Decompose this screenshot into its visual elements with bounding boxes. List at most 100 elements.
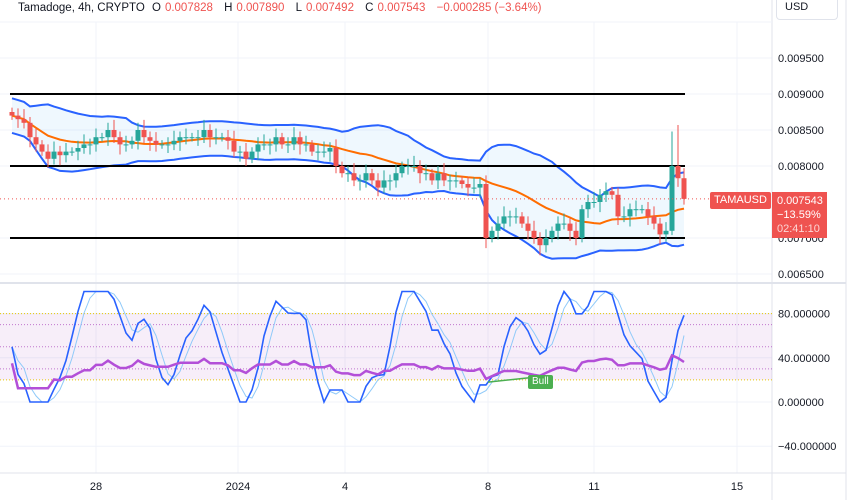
candle: [627, 203, 633, 227]
candle: [177, 131, 183, 151]
candle-body: [387, 180, 393, 182]
stoch-k-line: [11, 289, 685, 405]
candle: [393, 164, 399, 188]
candle-body: [513, 216, 519, 218]
currency-selector[interactable]: USD: [776, 0, 838, 20]
candle-body: [273, 137, 279, 145]
open-label: O: [151, 2, 161, 14]
candle: [27, 117, 33, 148]
candle-body: [69, 151, 75, 153]
candle: [471, 177, 477, 194]
candle: [357, 174, 363, 191]
candle-body: [465, 184, 471, 188]
candle-body: [549, 230, 555, 238]
candle-body: [381, 180, 387, 188]
candle-body: [345, 173, 351, 175]
candle: [351, 163, 357, 187]
candle-body: [249, 151, 255, 159]
candle-body: [135, 130, 141, 141]
high-number: 0.007890: [236, 2, 285, 14]
candle: [165, 137, 171, 154]
candle: [285, 137, 291, 154]
low-number: 0.007492: [306, 2, 354, 14]
candle: [405, 158, 411, 175]
bull-divergence-label: Bull: [528, 375, 553, 389]
candle: [669, 131, 675, 236]
candle: [129, 136, 135, 149]
candle: [381, 170, 387, 194]
candle-body: [375, 180, 381, 188]
candle-body: [393, 173, 399, 181]
candle: [189, 132, 195, 142]
candle: [423, 164, 429, 181]
candle-body: [195, 137, 201, 139]
candle-body: [519, 216, 525, 224]
candle: [99, 132, 105, 142]
candle-body: [483, 184, 489, 238]
candle-body: [423, 173, 429, 175]
candle-body: [309, 144, 315, 152]
candle-body: [177, 137, 183, 141]
candle: [591, 191, 597, 208]
candle-body: [609, 191, 615, 195]
candle: [147, 131, 153, 151]
indicator-axis-label: 0.000000: [778, 397, 824, 409]
candle: [261, 134, 267, 151]
candle: [561, 213, 567, 230]
candle: [87, 138, 93, 155]
candle-body: [183, 137, 189, 139]
candle-body: [315, 151, 321, 153]
candle: [33, 128, 39, 152]
candle: [549, 226, 555, 243]
candle: [657, 217, 663, 245]
candle-body: [585, 202, 591, 210]
indicator-axis-label: 40.000000: [778, 353, 830, 365]
symbol-label: Tamadoge, 4h, CRYPTO: [18, 2, 145, 14]
candle-body: [51, 151, 57, 159]
candle-body: [99, 137, 105, 139]
stoch-d-line: [11, 290, 685, 403]
candle: [225, 130, 231, 150]
candle: [243, 142, 249, 166]
symbol-price-tag: TAMAUSD: [710, 192, 771, 209]
candle: [69, 147, 75, 156]
close-label: C: [365, 2, 374, 14]
candle: [495, 216, 501, 240]
candle-body: [225, 137, 231, 141]
candle-body: [171, 140, 177, 145]
candle: [651, 206, 657, 230]
candle-body: [9, 112, 15, 116]
close-number: 0.007543: [377, 2, 426, 14]
candle-body: [435, 173, 441, 181]
candle-body: [501, 216, 507, 224]
candle: [21, 109, 27, 129]
candle-body: [627, 209, 633, 217]
candle: [267, 138, 273, 155]
time-axis-label: 8: [485, 481, 491, 493]
candle: [297, 131, 303, 155]
candle: [339, 161, 345, 178]
chart-legend: Tamadoge, 4h, CRYPTO O 0.007828 H 0.007890…: [18, 2, 546, 14]
indicator-axis-label: 80.000000: [778, 309, 830, 321]
candle: [15, 108, 21, 128]
candle-body: [573, 230, 579, 238]
candle-body: [525, 223, 531, 231]
candle-body: [447, 180, 453, 182]
candle-body: [537, 238, 543, 246]
candle-body: [57, 151, 63, 156]
candle: [537, 232, 543, 256]
bollinger-basis: [11, 114, 685, 225]
candle-body: [675, 166, 681, 179]
candle-body: [189, 137, 195, 139]
candle-body: [507, 216, 513, 218]
low-label: L: [295, 2, 302, 14]
indicator-axis-label: −40.000000: [778, 441, 836, 453]
candle: [513, 207, 519, 224]
candle: [159, 140, 165, 149]
candle: [213, 128, 219, 145]
candle: [363, 164, 369, 188]
candle: [465, 176, 471, 197]
candle-body: [117, 137, 123, 145]
candle-body: [123, 144, 129, 146]
